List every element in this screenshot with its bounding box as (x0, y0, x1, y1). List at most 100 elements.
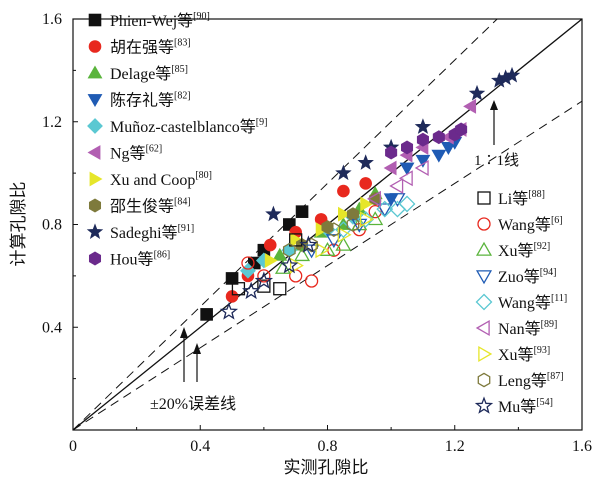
legend-left-item: 陈存礼等[82] (87, 91, 191, 110)
legend-marker-square (88, 13, 102, 27)
error-arrowhead-lower (193, 343, 201, 354)
data-point-square (273, 282, 287, 296)
data-point-star (241, 281, 261, 300)
legend-marker-hexagon (477, 372, 491, 388)
legend-marker-triangle-left (87, 145, 101, 160)
data-point-hexagon (305, 237, 318, 253)
legend-right-item: Wang等[6] (477, 215, 563, 234)
data-point-star (335, 164, 352, 181)
data-point-triangle-left (389, 177, 404, 194)
data-point-circle (263, 238, 277, 252)
legend-marker-circle (477, 217, 491, 231)
legend-marker-triangle-down (87, 94, 103, 108)
legend-marker-triangle-up (475, 241, 493, 256)
legend-left: Phien-Wej等[90] 胡在强等[83] Delage等[85] 陈存礼等[82… (86, 11, 267, 269)
legend-left-item: Sadeghi等[91] (86, 223, 194, 242)
legend-right-item: Li等[88] (477, 189, 545, 208)
data-point-star (299, 235, 318, 253)
legend-marker-triangle-right (478, 345, 493, 363)
legend-label: 陈存礼等[82] (110, 91, 191, 110)
legend-right-item: Xu等[93] (478, 345, 550, 364)
legend-marker-hexagon (88, 251, 102, 266)
legend-left-item: Ng等[62] (87, 144, 162, 163)
legend-label: Leng等[87] (498, 371, 564, 390)
data-point-triangle-down (389, 193, 406, 208)
legend-left-item: Muñoz-castelblanco等[9] (87, 117, 267, 136)
legend-label: Ng等[62] (110, 144, 162, 163)
error-arrowhead-upper (180, 327, 188, 338)
plus-20-line (73, 19, 498, 430)
x-tick-label: 1.6 (572, 438, 592, 455)
y-tick-label: 0.8 (42, 217, 62, 234)
one-to-one-label: 1∶1线 (474, 152, 519, 169)
data-point-triangle-down (431, 149, 447, 163)
legend-label: Wang等[11] (498, 293, 567, 312)
data-point-triangle-left (367, 190, 381, 207)
data-point-triangle-right (359, 211, 374, 228)
data-point-triangle-right (264, 253, 278, 268)
legend-right: Li等[88] Wang等[6] Xu等[92] Zuo等[94] Wang等[11] N… (474, 189, 567, 416)
legend-marker-star (474, 396, 494, 414)
legend-label: Xu等[93] (498, 345, 550, 364)
data-point-triangle-down (303, 244, 320, 259)
data-point-star (254, 271, 274, 289)
data-point-hexagon (385, 145, 398, 160)
legend-label: 胡在强等[83] (110, 38, 191, 57)
data-point-triangle-right (315, 242, 330, 259)
data-point-square (295, 205, 309, 218)
legend-label: Delage等[85] (110, 64, 188, 83)
data-point-hexagon (327, 222, 341, 237)
y-axis-label: 计算孔隙比 (9, 182, 28, 267)
data-point-triangle-up (272, 247, 288, 261)
legend-label: Muñoz-castelblanco等[9] (110, 117, 267, 136)
legend-right-item: Mu等[54] (474, 396, 553, 416)
legend-left-item: Delage等[85] (87, 64, 188, 83)
data-point-triangle-left (398, 170, 413, 187)
data-point-star (414, 118, 432, 134)
legend-label: Mu等[54] (498, 397, 553, 416)
data-point-triangle-up (319, 241, 336, 256)
data-points (200, 66, 521, 321)
minus-20-line (73, 100, 582, 430)
data-point-triangle-right (338, 206, 351, 222)
legend-marker-triangle-right (89, 171, 103, 187)
data-point-circle (241, 256, 255, 270)
legend-marker-triangle-up (87, 65, 103, 79)
data-point-diamond (376, 200, 394, 218)
data-point-square (200, 308, 213, 321)
data-point-triangle-left (463, 98, 477, 114)
data-point-circle (257, 269, 271, 283)
data-point-hexagon (346, 217, 360, 232)
x-tick-label: 0 (69, 438, 77, 455)
y-tick-label: 1.2 (42, 114, 62, 131)
data-point-circle (359, 177, 372, 190)
legend-label: Wang等[6] (498, 215, 563, 234)
data-point-triangle-up (294, 247, 311, 262)
data-point-circle (368, 205, 382, 219)
error-line-annotation: ±20%误差线 (150, 327, 236, 413)
legend-marker-circle (88, 40, 102, 53)
data-point-circle (304, 274, 319, 288)
legend-label: Sadeghi等[91] (110, 223, 194, 242)
legend-right-item: Nan等[89] (475, 319, 557, 338)
legend-label: Nan等[89] (498, 319, 557, 338)
legend-right-item: Wang等[11] (475, 293, 567, 312)
data-point-square (257, 279, 271, 293)
legend-marker-diamond (87, 118, 103, 134)
data-point-hexagon (401, 140, 414, 155)
data-point-triangle-right (360, 196, 374, 212)
data-point-star (280, 255, 299, 274)
axis-ticks: 0 0.4 0.8 1.2 1.6 0.4 0.8 1.2 1.6 (42, 11, 592, 455)
x-tick-label: 0.4 (190, 438, 210, 455)
legend-marker-hexagon (88, 198, 102, 213)
data-point-diamond (398, 195, 416, 213)
legend-right-item: Leng等[87] (477, 371, 564, 390)
one-to-one-arrowhead (490, 100, 498, 110)
legend-marker-star (86, 223, 104, 239)
data-point-triangle-right (337, 226, 352, 243)
data-point-hexagon (455, 122, 468, 137)
data-point-triangle-down (415, 154, 431, 168)
y-tick-label: 0.4 (42, 319, 62, 336)
legend-left-item: 邵生俊等[84] (88, 197, 191, 216)
